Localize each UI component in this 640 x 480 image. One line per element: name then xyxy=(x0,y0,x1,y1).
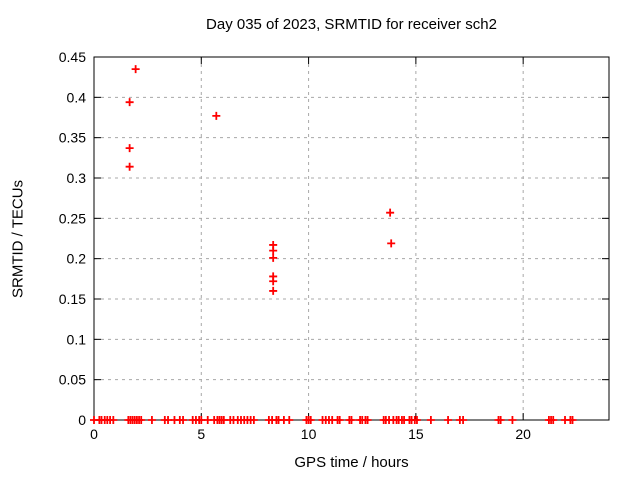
axis-border xyxy=(93,56,610,421)
data-point-marker xyxy=(386,208,395,217)
data-point-marker xyxy=(444,416,453,424)
data-point-marker xyxy=(412,416,421,424)
data-point-marker xyxy=(335,416,344,424)
y-tick-label: 0.15 xyxy=(59,291,86,307)
data-point-marker xyxy=(249,416,258,424)
x-axis-label: GPS time / hours xyxy=(294,454,409,471)
y-tick-labels: 0 0.05 0.1 0.15 0.2 0.25 0.3 0.35 0.4 0.45 xyxy=(59,49,86,428)
y-tick-label: 0.4 xyxy=(67,89,87,105)
data-point-marker xyxy=(137,416,146,424)
data-point-marker xyxy=(306,416,315,424)
data-point-marker xyxy=(387,239,396,248)
y-tick-label: 0.05 xyxy=(59,372,86,388)
x-tick-labels: 0 5 10 15 20 xyxy=(90,426,531,442)
y-tick-label: 0 xyxy=(78,412,86,428)
data-point-marker xyxy=(125,162,134,171)
data-point-marker xyxy=(508,416,517,424)
data-point-marker xyxy=(347,416,356,424)
data-point-marker xyxy=(212,111,221,120)
axis-ticks xyxy=(93,56,609,421)
data-point-marker xyxy=(269,246,278,255)
data-point-marker xyxy=(363,416,372,424)
data-point-marker xyxy=(269,253,278,262)
x-tick-label: 15 xyxy=(408,426,424,442)
x-tick-label: 0 xyxy=(90,426,98,442)
x-tick-label: 5 xyxy=(197,426,205,442)
y-tick-label: 0.25 xyxy=(59,210,86,226)
data-point-marker xyxy=(459,416,468,424)
x-tick-label: 20 xyxy=(515,426,531,442)
data-point-marker xyxy=(147,416,156,424)
data-point-marker xyxy=(549,416,558,424)
data-point-marker xyxy=(125,144,134,153)
gridlines xyxy=(94,57,609,420)
data-point-marker xyxy=(125,98,134,107)
chart-title: Day 035 of 2023, SRMTID for receiver sch… xyxy=(206,16,497,33)
data-point-marker xyxy=(109,416,118,424)
y-tick-label: 0.2 xyxy=(67,251,87,267)
y-tick-label: 0.1 xyxy=(67,331,87,347)
data-point-marker xyxy=(285,416,294,424)
x-tick-label: 10 xyxy=(301,426,317,442)
data-point-marker xyxy=(496,416,505,424)
data-point-marker xyxy=(269,277,278,286)
data-points xyxy=(90,65,577,424)
data-point-marker xyxy=(426,416,435,424)
data-point-marker xyxy=(269,286,278,295)
y-tick-label: 0.35 xyxy=(59,130,86,146)
data-point-marker xyxy=(131,65,140,74)
data-point-marker xyxy=(568,416,577,424)
y-tick-label: 0.3 xyxy=(67,170,87,186)
data-point-marker xyxy=(179,416,188,424)
y-tick-label: 0.45 xyxy=(59,49,86,65)
